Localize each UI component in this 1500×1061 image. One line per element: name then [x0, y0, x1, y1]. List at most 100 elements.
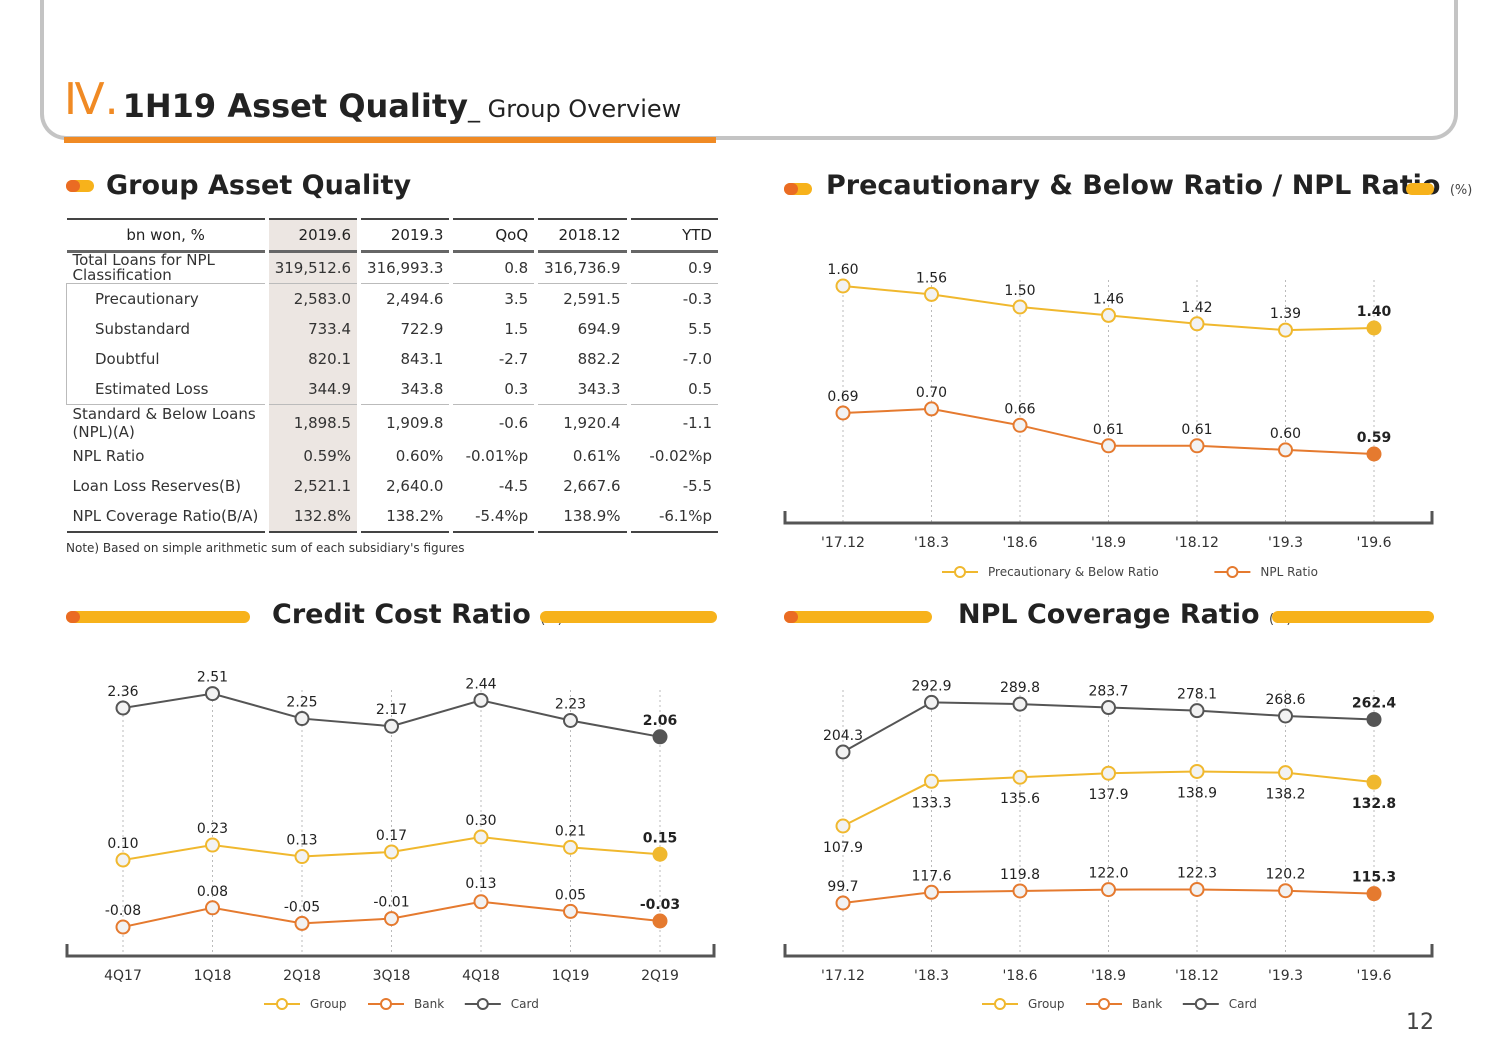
- axis-baseline: [65, 944, 716, 958]
- data-label: 2.44: [465, 676, 496, 692]
- data-point: [652, 846, 668, 862]
- x-tick-label: 3Q18: [373, 968, 411, 984]
- data-point: [924, 401, 939, 417]
- data-point: [835, 405, 851, 421]
- table-cell: 843.1: [357, 344, 452, 374]
- chart-credit-cost: 4Q17 1Q18 2Q18 3Q18 4Q18 1Q19 2Q19 0.10 0.23 0.13…: [65, 670, 716, 1011]
- data-point: [205, 686, 220, 702]
- table-cell: 343.3: [534, 374, 629, 405]
- data-point: [1278, 765, 1293, 781]
- data-point: [1189, 763, 1205, 779]
- table-cell: -2.7: [449, 344, 537, 374]
- row-label: Total Loans for NPL Classification: [66, 251, 267, 284]
- title-main: 1H19 Asset Quality: [122, 87, 468, 125]
- table-cell: -0.3: [626, 283, 718, 314]
- x-tick-label: '19.3: [1268, 535, 1303, 551]
- table-cell: -0.01%p: [449, 441, 537, 471]
- table-cell: 0.9: [626, 251, 718, 284]
- x-tick-label: '18.3: [914, 968, 949, 984]
- data-point: [835, 744, 851, 760]
- chart-title-precautionary: Precautionary & Below Ratio / NPL Ratio …: [826, 170, 1472, 201]
- data-label: 122.0: [1088, 866, 1128, 882]
- data-label: 1.56: [916, 270, 947, 286]
- table-cell: 132.8%: [264, 501, 360, 533]
- data-label: 99.7: [827, 879, 858, 895]
- x-tick-label: '18.12: [1175, 968, 1219, 984]
- row-label: NPL Coverage Ratio(B/A): [66, 501, 267, 533]
- legend-swatch-marker: [276, 998, 288, 1010]
- data-label: 119.8: [1000, 867, 1040, 883]
- data-label: 0.66: [1004, 401, 1035, 417]
- data-label: -0.01: [373, 895, 409, 911]
- data-point: [473, 894, 489, 910]
- data-label: 135.6: [1000, 791, 1040, 807]
- data-label: 120.2: [1265, 867, 1305, 883]
- data-label: 115.3: [1352, 870, 1396, 886]
- data-label: 0.69: [827, 389, 858, 405]
- data-label: 2.23: [555, 696, 586, 712]
- row-label: Precautionary: [65, 283, 267, 314]
- table-cell: 0.60%: [357, 441, 452, 471]
- data-point: [835, 278, 851, 294]
- table-row: NPL Coverage Ratio(B/A) 132.8% 138.2% -5.4%…: [66, 501, 718, 533]
- data-point: [1012, 769, 1028, 785]
- table-cell: 3.5: [449, 283, 537, 314]
- x-tick-label: 4Q18: [462, 968, 500, 984]
- table-cell: 722.9: [357, 314, 452, 344]
- data-point: [294, 915, 310, 931]
- data-point: [1189, 703, 1205, 719]
- table-cell: 0.5: [626, 374, 718, 405]
- table-cell: 733.4: [264, 314, 360, 344]
- data-label: -0.05: [284, 899, 320, 915]
- data-label: 137.9: [1088, 787, 1128, 803]
- legend-swatch-marker: [476, 998, 489, 1010]
- data-label: 204.3: [823, 728, 863, 744]
- table-cell: 2,640.0: [357, 471, 452, 501]
- table-cell: -0.6: [449, 404, 537, 441]
- data-label: 1.60: [827, 262, 858, 278]
- data-label: -0.08: [105, 903, 141, 919]
- table-cell: 2,591.5: [534, 283, 629, 314]
- data-label: 0.08: [197, 884, 228, 900]
- data-label: 292.9: [911, 678, 951, 694]
- data-label: 1.46: [1093, 291, 1124, 307]
- data-point: [1012, 696, 1028, 712]
- data-point: [473, 829, 489, 845]
- legend-swatch-marker: [994, 998, 1006, 1010]
- table-header-row: bn won, % 2019.6 2019.3 QoQ 2018.12 YTD: [66, 218, 718, 253]
- table-cell: 138.9%: [534, 501, 629, 533]
- data-point: [1101, 700, 1116, 716]
- axis-baseline: [783, 511, 1434, 525]
- data-label: 0.30: [465, 813, 496, 829]
- data-point: [563, 712, 578, 728]
- table-cell: -0.02%p: [626, 441, 718, 471]
- data-point: [1278, 708, 1293, 724]
- chart-unit: (%): [1449, 183, 1473, 198]
- legend-label: Precautionary & Below Ratio: [988, 565, 1159, 579]
- table-row: Estimated Loss 344.9 343.8 0.3 343.3 0.5: [65, 374, 718, 405]
- table-cell: 316,736.9: [534, 251, 629, 284]
- table-cell: 1,920.4: [534, 404, 629, 441]
- data-point: [924, 773, 939, 789]
- table-cell: 343.8: [357, 374, 452, 405]
- data-point: [1278, 442, 1293, 458]
- data-label: 107.9: [823, 840, 863, 856]
- data-point: [205, 837, 220, 853]
- data-label: 117.6: [911, 868, 951, 884]
- data-label: 0.17: [376, 828, 407, 844]
- chart-precautionary: '17.12 '18.3 '18.6 '18.9 '18.12 '19.3 '19.6 1.6…: [783, 262, 1434, 579]
- chart-title-credit-cost: Credit Cost Ratio (%): [272, 599, 563, 630]
- table-row: Loan Loss Reserves(B) 2,521.1 2,640.0 -4.5 2…: [67, 471, 718, 501]
- x-tick-label: 2Q18: [283, 968, 321, 984]
- data-label: 0.23: [197, 821, 228, 837]
- data-point: [115, 700, 131, 716]
- data-point: [294, 711, 310, 727]
- x-tick-label: '19.3: [1268, 968, 1303, 984]
- data-label: 262.4: [1352, 695, 1397, 711]
- chart-title-text: NPL Coverage Ratio: [958, 599, 1260, 630]
- legend-label: Bank: [1132, 997, 1162, 1011]
- legend-swatch-marker: [1098, 998, 1110, 1010]
- data-point: [1012, 417, 1028, 433]
- data-label: 0.05: [555, 887, 586, 903]
- data-point: [652, 729, 668, 745]
